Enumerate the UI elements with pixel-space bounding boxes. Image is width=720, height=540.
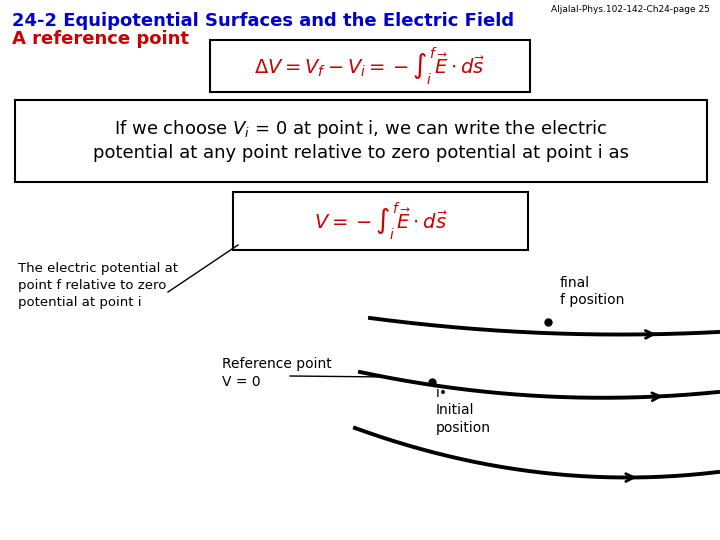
Text: A reference point: A reference point — [12, 30, 189, 48]
Text: $\Delta V = V_f - V_i = -\int_i^f \vec{E} \cdot d\vec{s}$: $\Delta V = V_f - V_i = -\int_i^f \vec{E… — [254, 45, 485, 87]
Text: If we choose $V_i$ = 0 at point i, we can write the electric: If we choose $V_i$ = 0 at point i, we ca… — [114, 118, 608, 140]
Bar — [15, 100, 707, 182]
Text: $V = -\int_i^f \vec{E} \cdot d\vec{s}$: $V = -\int_i^f \vec{E} \cdot d\vec{s}$ — [314, 200, 447, 242]
Text: Reference point
V = 0: Reference point V = 0 — [222, 357, 332, 389]
Bar — [233, 192, 528, 250]
Text: The electric potential at
point f relative to zero
potential at point i: The electric potential at point f relati… — [18, 262, 178, 309]
Text: 24-2 Equipotential Surfaces and the Electric Field: 24-2 Equipotential Surfaces and the Elec… — [12, 12, 514, 30]
Text: i•
Initial
position: i• Initial position — [436, 386, 491, 435]
Text: Aljalal-Phys.102-142-Ch24-page 25: Aljalal-Phys.102-142-Ch24-page 25 — [551, 5, 710, 14]
Text: final
f position: final f position — [560, 276, 624, 307]
Bar — [210, 40, 530, 92]
Text: potential at any point relative to zero potential at point i as: potential at any point relative to zero … — [93, 144, 629, 162]
